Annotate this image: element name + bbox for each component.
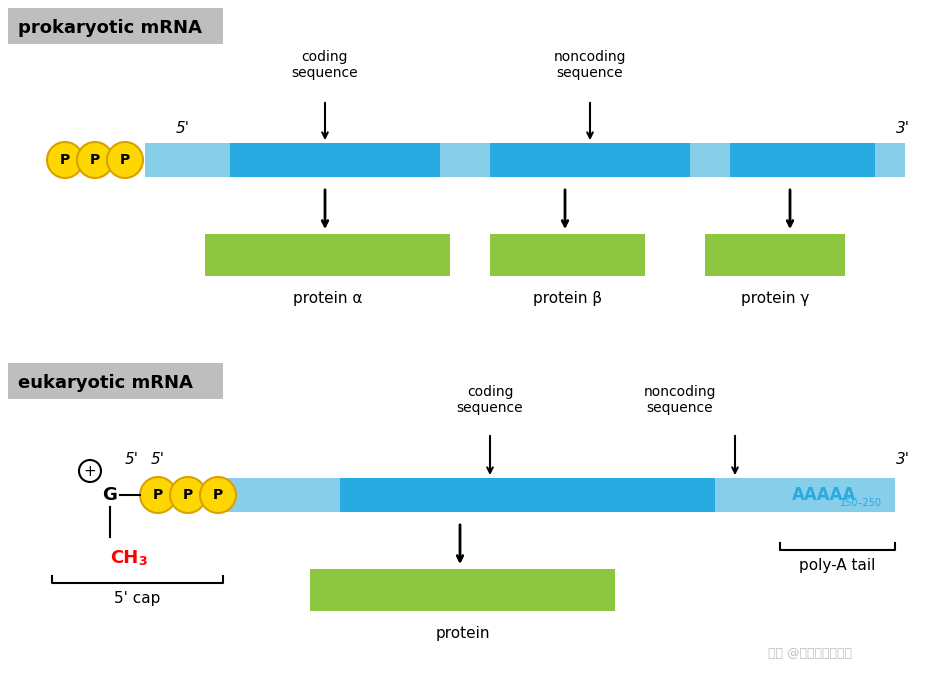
Text: 3': 3' bbox=[896, 121, 910, 136]
Bar bbox=[490, 234, 645, 276]
Text: P: P bbox=[183, 488, 193, 502]
Text: protein β: protein β bbox=[533, 291, 602, 306]
Text: CH: CH bbox=[110, 549, 138, 567]
Bar bbox=[230, 143, 440, 177]
Text: protein: protein bbox=[435, 626, 490, 641]
Text: 5': 5' bbox=[125, 452, 139, 467]
Text: 150–250: 150–250 bbox=[840, 498, 882, 508]
Text: AAAAA: AAAAA bbox=[792, 486, 856, 504]
Text: eukaryotic mRNA: eukaryotic mRNA bbox=[18, 374, 193, 392]
Circle shape bbox=[200, 477, 236, 513]
Text: 5' cap: 5' cap bbox=[115, 591, 161, 606]
Text: noncoding
sequence: noncoding sequence bbox=[644, 385, 716, 415]
Text: 5': 5' bbox=[151, 452, 165, 467]
Bar bbox=[310, 569, 615, 611]
Bar bbox=[205, 234, 450, 276]
Circle shape bbox=[47, 142, 83, 178]
Text: P: P bbox=[90, 153, 101, 167]
Text: 知乎 @斑马鱼高中生物: 知乎 @斑马鱼高中生物 bbox=[768, 647, 852, 660]
Text: noncoding
sequence: noncoding sequence bbox=[554, 50, 626, 80]
Text: 5': 5' bbox=[176, 121, 190, 136]
Bar bbox=[145, 143, 905, 177]
Text: 3': 3' bbox=[896, 452, 910, 467]
Text: P: P bbox=[60, 153, 70, 167]
Text: poly-A tail: poly-A tail bbox=[799, 558, 876, 573]
FancyBboxPatch shape bbox=[8, 363, 223, 399]
Text: protein α: protein α bbox=[292, 291, 362, 306]
Bar bbox=[340, 478, 715, 512]
Circle shape bbox=[79, 460, 101, 482]
FancyBboxPatch shape bbox=[8, 8, 223, 44]
Bar bbox=[705, 234, 845, 276]
Text: P: P bbox=[120, 153, 130, 167]
Circle shape bbox=[107, 142, 143, 178]
Text: coding
sequence: coding sequence bbox=[457, 385, 524, 415]
Circle shape bbox=[140, 477, 176, 513]
Circle shape bbox=[77, 142, 113, 178]
Bar bbox=[220, 478, 895, 512]
Bar bbox=[490, 143, 690, 177]
Text: prokaryotic mRNA: prokaryotic mRNA bbox=[18, 19, 202, 37]
Bar bbox=[730, 143, 875, 177]
Circle shape bbox=[170, 477, 206, 513]
Text: 3: 3 bbox=[138, 555, 147, 568]
Text: P: P bbox=[153, 488, 164, 502]
Text: +: + bbox=[84, 464, 97, 479]
Text: P: P bbox=[212, 488, 223, 502]
Text: G: G bbox=[102, 486, 118, 504]
Text: protein γ: protein γ bbox=[741, 291, 809, 306]
Text: coding
sequence: coding sequence bbox=[291, 50, 358, 80]
